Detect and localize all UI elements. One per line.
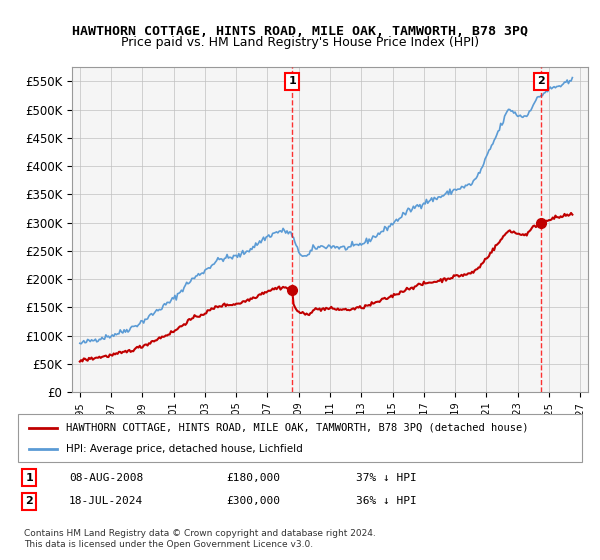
Text: 36% ↓ HPI: 36% ↓ HPI (356, 496, 417, 506)
Text: £300,000: £300,000 (227, 496, 281, 506)
Text: 2: 2 (25, 496, 33, 506)
Text: HAWTHORN COTTAGE, HINTS ROAD, MILE OAK, TAMWORTH, B78 3PQ: HAWTHORN COTTAGE, HINTS ROAD, MILE OAK, … (72, 25, 528, 38)
Text: Price paid vs. HM Land Registry's House Price Index (HPI): Price paid vs. HM Land Registry's House … (121, 36, 479, 49)
Text: 1: 1 (25, 473, 33, 483)
Text: £180,000: £180,000 (227, 473, 281, 483)
Text: 37% ↓ HPI: 37% ↓ HPI (356, 473, 417, 483)
FancyBboxPatch shape (18, 414, 582, 462)
Text: 08-AUG-2008: 08-AUG-2008 (69, 473, 143, 483)
Text: 1: 1 (289, 76, 296, 86)
Text: HPI: Average price, detached house, Lichfield: HPI: Average price, detached house, Lich… (66, 444, 302, 454)
Text: Contains HM Land Registry data © Crown copyright and database right 2024.
This d: Contains HM Land Registry data © Crown c… (24, 529, 376, 549)
Text: 18-JUL-2024: 18-JUL-2024 (69, 496, 143, 506)
Text: 2: 2 (537, 76, 545, 86)
Text: HAWTHORN COTTAGE, HINTS ROAD, MILE OAK, TAMWORTH, B78 3PQ (detached house): HAWTHORN COTTAGE, HINTS ROAD, MILE OAK, … (66, 423, 529, 433)
